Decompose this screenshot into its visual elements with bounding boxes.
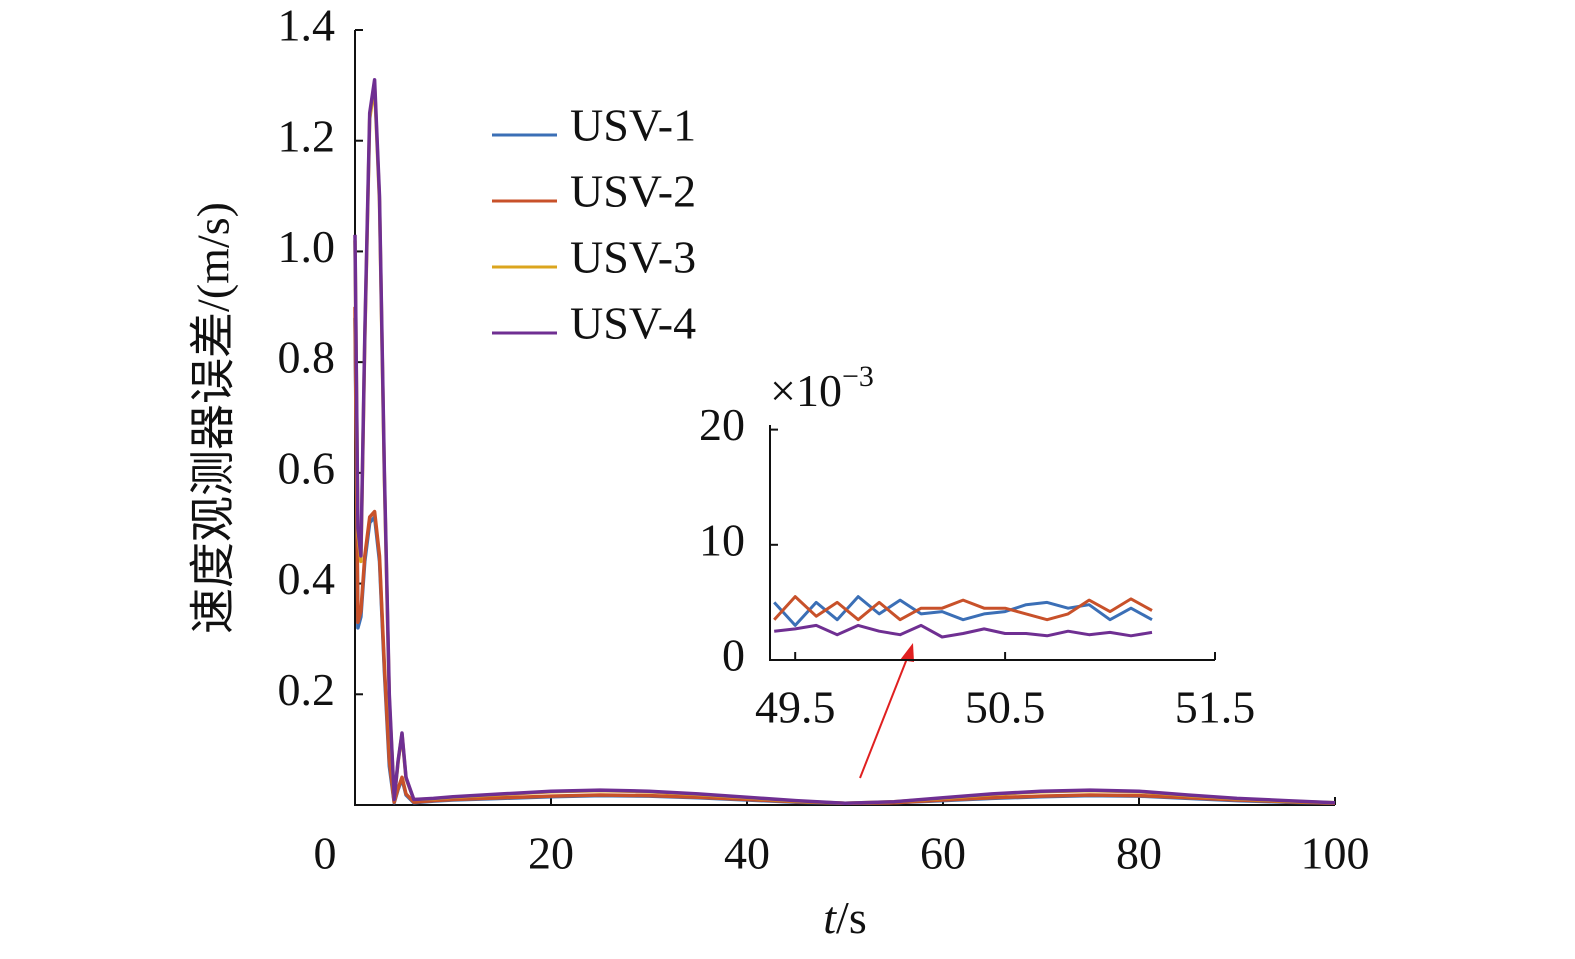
y-tick-label: 20 [699,399,745,450]
y-tick-label: 1.0 [278,221,336,272]
legend-label: USV-3 [570,232,696,283]
series-line [773,595,1153,627]
y-tick-label: 1.4 [278,0,336,51]
inset-multiplier: ×10−3 [770,360,874,416]
y-tick-label: 10 [699,514,745,565]
series-line [774,623,1153,639]
multiplier-exp: −3 [842,360,874,393]
legend-label: USV-4 [570,298,696,349]
y-tick-label: 0.2 [278,664,336,715]
x-tick-label: 20 [528,828,574,879]
x-label-unit: /s [836,892,867,943]
zoom-arrow-head [900,643,914,662]
x-tick-label: 49.5 [755,682,836,733]
x-tick-label: 100 [1301,828,1370,879]
series-line [773,595,1153,622]
x-tick-label: 51.5 [1175,682,1256,733]
x-tick-label: 40 [724,828,770,879]
x-tick-label: 80 [1116,828,1162,879]
x-axis-label: t/s [823,892,866,943]
y-tick-label: 0.6 [278,442,336,493]
x-tick-label: 50.5 [965,682,1046,733]
x-tick-label: 60 [920,828,966,879]
y-tick-label: 0.4 [278,553,336,604]
y-tick-label: 1.2 [278,110,336,161]
axes [769,425,1215,661]
series-line [353,306,1336,806]
y-axis-label: 速度观测器误差/(m/s) [188,202,239,634]
zoom-arrow [859,655,909,779]
series-line [353,78,1336,806]
y-tick-label: 0 [722,630,745,681]
multiplier-base: ×10 [770,365,842,416]
x-tick-label: 0 [314,828,337,879]
y-tick-label: 0.8 [278,332,336,383]
legend-label: USV-2 [570,166,696,217]
x-label-var: t [823,892,837,943]
legend-label: USV-1 [570,100,696,151]
